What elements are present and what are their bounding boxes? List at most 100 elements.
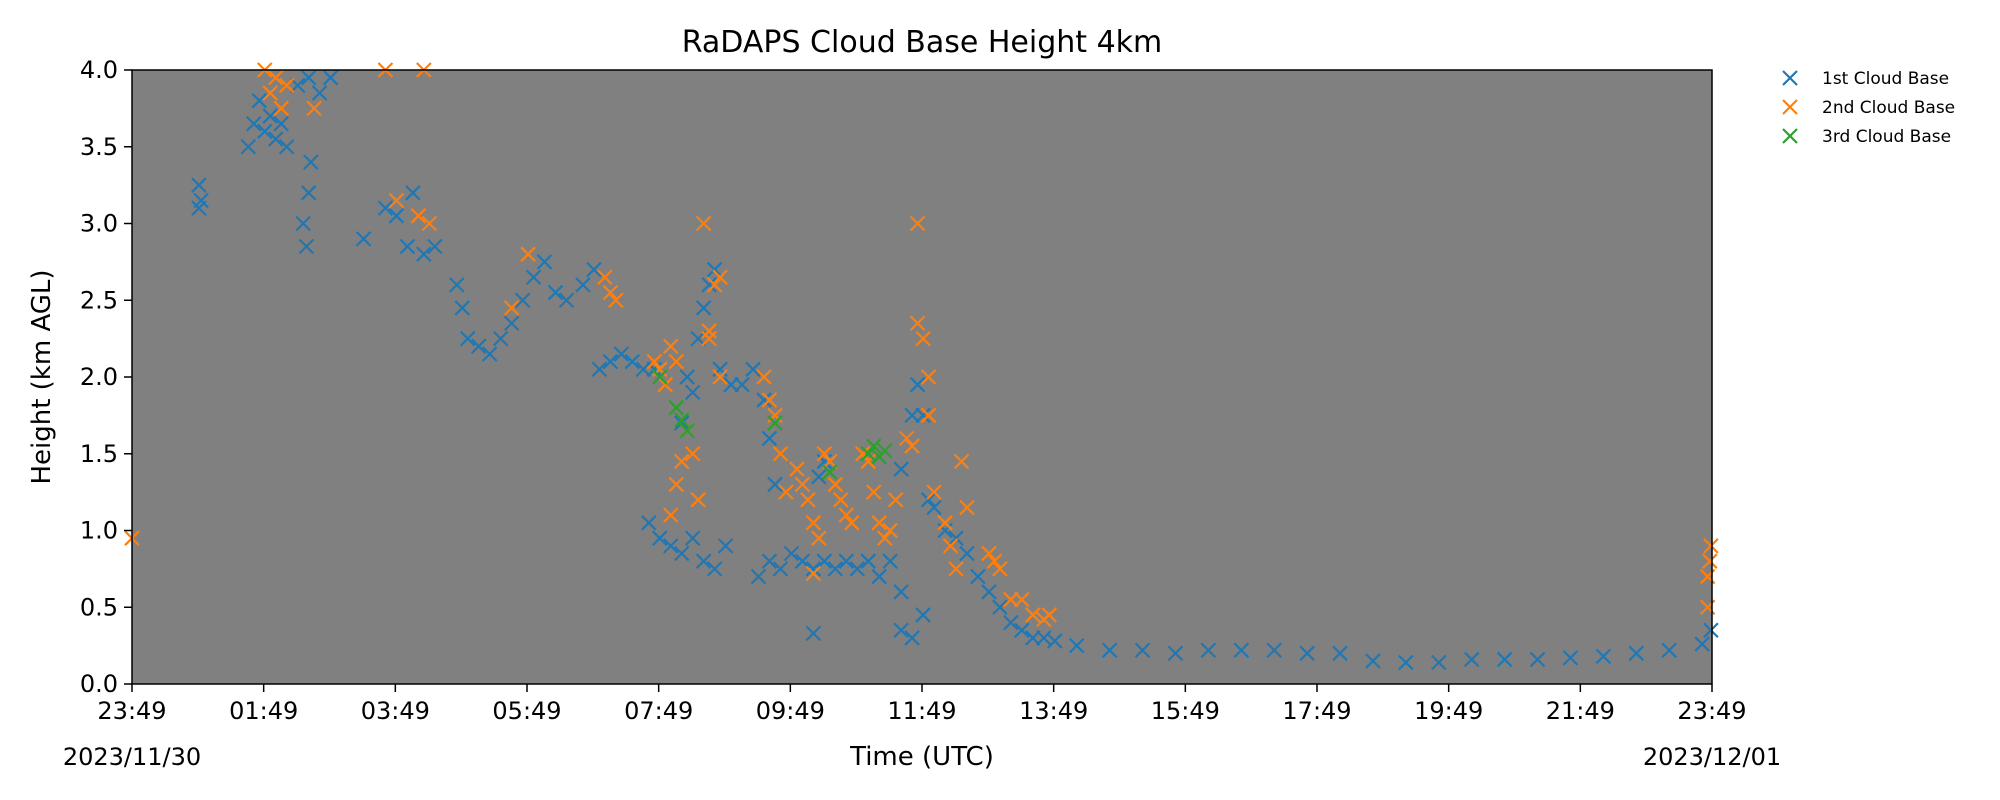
data-point	[865, 484, 882, 500]
data-point	[805, 565, 822, 582]
data-point	[481, 346, 498, 362]
data-point	[959, 499, 975, 516]
data-point	[981, 545, 997, 562]
data-point	[706, 261, 723, 278]
data-point	[811, 468, 827, 485]
y-tick-label: 2.0	[80, 363, 118, 391]
data-point	[256, 123, 273, 140]
data-point	[193, 192, 209, 209]
data-point	[662, 538, 679, 554]
y-tick-label: 3.0	[80, 210, 118, 238]
data-point	[278, 138, 295, 155]
y-axis: 0.0 0.5 1.0 1.5 2.0 2.5 3.0 3.5 4.0	[80, 56, 132, 698]
data-point	[449, 277, 465, 293]
data-point	[701, 277, 717, 293]
x-axis-label: Time (UTC)	[849, 742, 994, 772]
data-point	[822, 464, 838, 480]
data-point	[871, 568, 887, 585]
x-tick-label: 05:49	[492, 697, 561, 725]
data-point	[909, 315, 926, 332]
x-date-start: 2023/11/30	[63, 743, 201, 771]
data-point	[1365, 653, 1381, 669]
data-point	[410, 208, 427, 224]
data-point	[772, 445, 789, 462]
data-point	[454, 300, 471, 316]
data-point	[1628, 645, 1645, 662]
data-point	[1496, 651, 1513, 668]
data-point	[970, 568, 986, 585]
data-point	[723, 376, 739, 393]
data-point	[882, 553, 898, 569]
data-point	[651, 530, 668, 546]
data-point	[492, 330, 509, 347]
data-point	[926, 499, 942, 516]
data-point	[459, 330, 476, 347]
legend-marker	[1782, 99, 1798, 115]
data-point	[701, 330, 717, 347]
data-point	[1003, 591, 1019, 608]
data-point	[860, 453, 877, 470]
x-tick-label: 13:49	[1019, 697, 1088, 725]
y-tick-label: 0.5	[80, 593, 118, 621]
x-tick-label: 23:49	[97, 697, 166, 725]
data-point	[651, 369, 668, 385]
data-point	[948, 561, 964, 577]
data-point	[904, 407, 920, 424]
data-point	[915, 330, 931, 347]
x-tick-label: 11:49	[887, 697, 956, 725]
legend-marker	[1782, 70, 1798, 86]
data-point	[322, 69, 339, 86]
data-point	[525, 269, 542, 286]
data-point	[904, 438, 920, 454]
data-point	[953, 453, 970, 470]
data-point	[1134, 642, 1151, 659]
data-point	[761, 392, 778, 408]
data-point	[920, 407, 937, 424]
data-point	[717, 538, 734, 554]
data-point	[1703, 622, 1719, 639]
x-axis: 23:49 01:49 03:49 05:49 07:49 09:49 11:49 13:49…	[97, 684, 1747, 725]
data-point	[1046, 633, 1063, 649]
series-3	[651, 369, 893, 480]
data-point	[986, 553, 1003, 569]
data-point	[388, 208, 405, 224]
data-point	[679, 422, 695, 439]
data-point	[915, 607, 931, 623]
data-point	[1463, 651, 1480, 668]
data-point	[1101, 642, 1118, 659]
data-point	[684, 445, 701, 462]
data-point	[833, 492, 849, 508]
data-point	[690, 492, 706, 508]
data-point	[915, 407, 931, 424]
data-point	[311, 85, 328, 101]
data-point	[805, 561, 822, 577]
data-point	[1595, 648, 1612, 665]
data-point	[662, 338, 679, 355]
data-point	[306, 100, 322, 117]
data-point	[1703, 538, 1719, 554]
data-point	[876, 442, 893, 459]
x-tick-label: 01:49	[229, 697, 298, 725]
data-point	[651, 361, 668, 378]
data-point	[1233, 642, 1250, 659]
data-point	[1562, 650, 1579, 666]
data-point	[1025, 630, 1041, 646]
data-point	[602, 353, 619, 370]
data-point	[1431, 654, 1447, 671]
x-tick-label: 09:49	[756, 697, 825, 725]
data-point	[794, 476, 811, 493]
data-point	[520, 246, 536, 262]
data-point	[926, 484, 942, 500]
data-point	[536, 254, 553, 270]
data-point	[920, 369, 937, 385]
x-tick-label: 15:49	[1151, 697, 1220, 725]
data-point	[624, 353, 641, 370]
data-point	[679, 369, 695, 385]
data-point	[811, 530, 827, 546]
data-point	[273, 115, 289, 132]
data-point	[1529, 651, 1546, 668]
data-point	[734, 376, 750, 393]
data-point	[761, 553, 778, 569]
data-point	[959, 545, 975, 562]
data-point	[1200, 642, 1217, 659]
